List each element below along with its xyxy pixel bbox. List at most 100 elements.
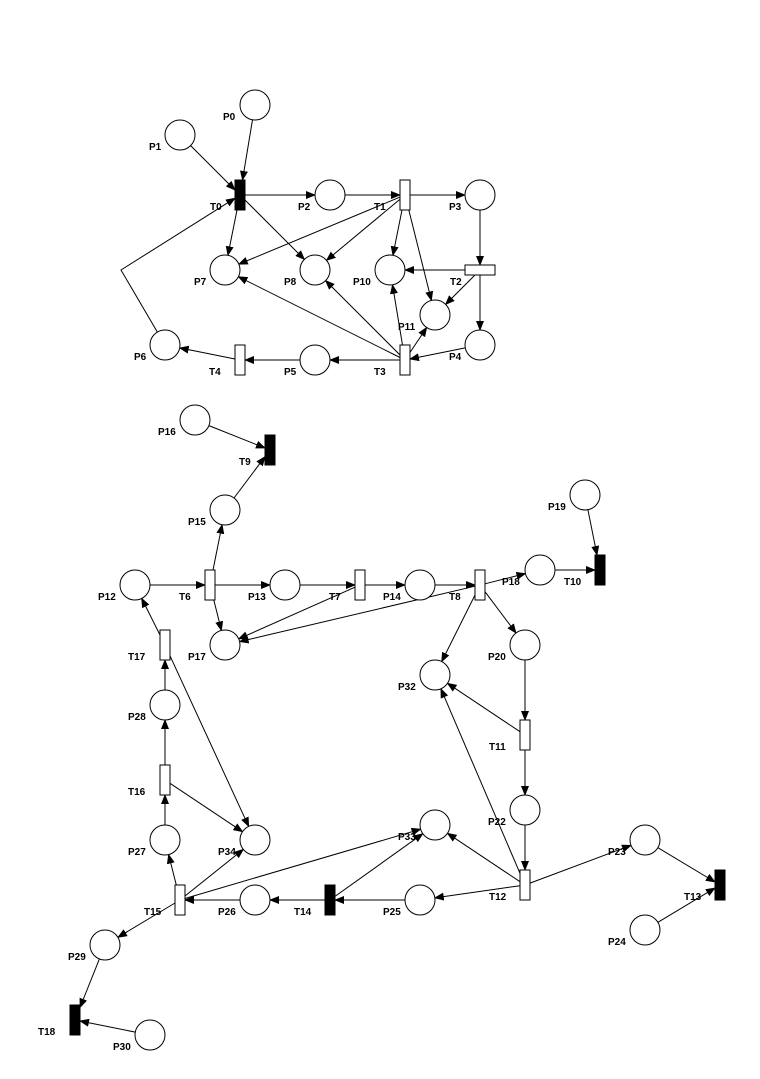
place-p10[interactable]	[374, 254, 406, 286]
place-p18[interactable]	[524, 554, 556, 586]
transition-t11[interactable]	[519, 719, 531, 751]
place-label-p34: P34	[218, 847, 236, 858]
transition-t14[interactable]	[324, 884, 336, 916]
arc-t1-to-p11	[408, 209, 434, 302]
transition-t18[interactable]	[69, 1004, 81, 1036]
transition-label-t1: T1	[374, 202, 386, 213]
arc-t14-to-p33	[334, 833, 424, 897]
place-label-p1: P1	[149, 142, 162, 153]
place-p8[interactable]	[299, 254, 331, 286]
place-p26[interactable]	[239, 884, 271, 916]
transition-t0[interactable]	[234, 179, 246, 211]
arc-t15-to-p27	[166, 853, 177, 886]
place-p3[interactable]	[464, 179, 496, 211]
place-p23[interactable]	[629, 824, 661, 856]
place-p25[interactable]	[404, 884, 436, 916]
place-label-p11: P11	[398, 322, 416, 333]
place-label-p23: P23	[608, 847, 626, 858]
arc-t0-to-p8	[244, 199, 306, 261]
place-p29[interactable]	[89, 929, 121, 961]
transition-t6[interactable]	[204, 569, 216, 601]
arc-p24-to-t13	[657, 887, 716, 923]
place-p20[interactable]	[509, 629, 541, 661]
arc-t2-to-p11	[444, 274, 476, 306]
transition-t12[interactable]	[519, 869, 531, 901]
place-p33[interactable]	[419, 809, 451, 841]
place-p0[interactable]	[239, 89, 271, 121]
place-p17[interactable]	[209, 629, 241, 661]
transition-label-t0: T0	[210, 202, 222, 213]
transition-label-t7: T7	[329, 592, 341, 603]
arcs-layer	[79, 119, 716, 1033]
transition-t8[interactable]	[474, 569, 486, 601]
place-p2[interactable]	[314, 179, 346, 211]
place-label-p3: P3	[449, 202, 462, 213]
place-p16[interactable]	[179, 404, 211, 436]
transition-t4[interactable]	[234, 344, 246, 376]
place-label-p32: P32	[398, 682, 416, 693]
place-label-p30: P30	[113, 1042, 131, 1053]
transition-label-t14: T14	[294, 907, 312, 918]
place-label-p13: P13	[248, 592, 266, 603]
labels-layer: P0 P1 P2 P3 P4 P5 P6 P7 P8 P10 P11 P12 P13 P14 P15 P16 P…	[38, 112, 702, 1053]
place-p1[interactable]	[164, 119, 196, 151]
place-p5[interactable]	[299, 344, 331, 376]
place-label-p18: P18	[502, 577, 520, 588]
place-label-p0: P0	[223, 112, 236, 123]
place-label-p7: P7	[194, 277, 207, 288]
place-p15[interactable]	[209, 494, 241, 526]
place-p7[interactable]	[209, 254, 241, 286]
transition-t15[interactable]	[174, 884, 186, 916]
arc-p4-to-t3	[409, 347, 466, 362]
arc-t1-to-p10	[390, 209, 403, 257]
place-label-p19: P19	[548, 502, 566, 513]
arc-p23-to-t13	[657, 847, 716, 883]
arc-t6-to-p15	[212, 523, 225, 571]
transition-t7[interactable]	[354, 569, 366, 601]
transition-label-t12: T12	[489, 892, 507, 903]
place-p34[interactable]	[239, 824, 271, 856]
arc-p6-to-t0	[120, 197, 236, 333]
place-label-p20: P20	[488, 652, 506, 663]
arc-p19-to-t10	[587, 509, 600, 556]
arc-t12-to-p33	[446, 832, 521, 883]
transition-t17[interactable]	[159, 629, 171, 661]
transition-t2[interactable]	[464, 264, 496, 276]
place-p11[interactable]	[419, 299, 451, 331]
transition-t3[interactable]	[399, 344, 411, 376]
transition-t16[interactable]	[159, 764, 171, 796]
place-p28[interactable]	[149, 689, 181, 721]
arc-t17-to-p12	[141, 597, 161, 636]
transition-label-t9: T9	[239, 457, 251, 468]
place-p30[interactable]	[134, 1019, 166, 1051]
arc-p16-to-t9	[208, 425, 266, 449]
place-label-p5: P5	[284, 367, 297, 378]
transition-t9[interactable]	[264, 434, 276, 466]
arc-t8-to-p20	[484, 591, 517, 634]
arc-t15-to-p34	[184, 848, 245, 897]
transition-t10[interactable]	[594, 554, 606, 586]
arc-p1-to-t0	[190, 145, 236, 191]
transition-t13[interactable]	[714, 869, 726, 901]
place-p32[interactable]	[419, 659, 451, 691]
place-p27[interactable]	[149, 824, 181, 856]
transition-label-t15: T15	[144, 907, 162, 918]
arc-p0-to-t0	[240, 119, 253, 181]
place-p12[interactable]	[119, 569, 151, 601]
arc-p30-to-t18	[79, 1018, 136, 1033]
place-label-p29: P29	[68, 952, 86, 963]
arc-p29-to-t18	[79, 958, 100, 1009]
place-p22[interactable]	[509, 794, 541, 826]
place-p4[interactable]	[464, 329, 496, 361]
place-p6[interactable]	[149, 329, 181, 361]
place-p19[interactable]	[569, 479, 601, 511]
place-p24[interactable]	[629, 914, 661, 946]
transition-t1[interactable]	[399, 179, 411, 211]
arc-t17-to-p34	[169, 655, 250, 828]
nodes-layer	[69, 89, 726, 1051]
arc-t4-to-p6	[178, 345, 236, 360]
place-p14[interactable]	[404, 569, 436, 601]
place-p13[interactable]	[269, 569, 301, 601]
place-label-p2: P2	[298, 202, 311, 213]
arc-t11-to-p32	[446, 682, 521, 733]
